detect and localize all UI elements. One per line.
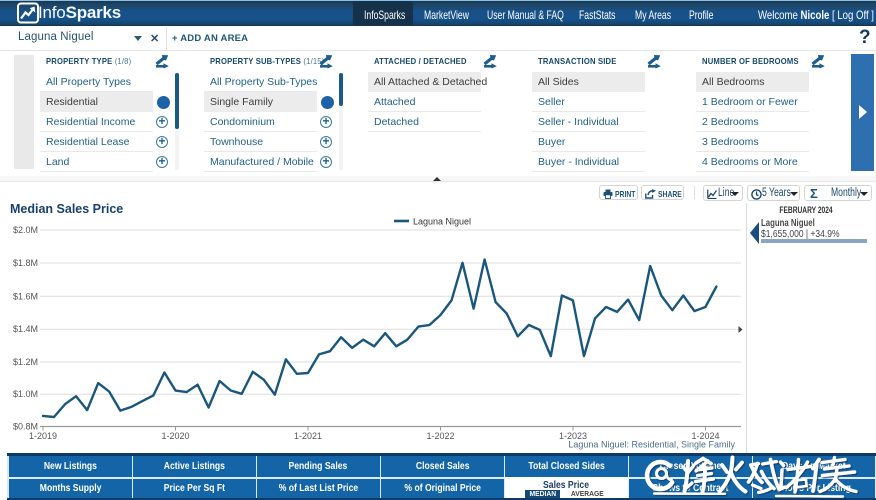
svg-text:Laguna Niguel: Residential, Si: Laguna Niguel: Residential, Single Famil… — [568, 440, 735, 450]
svg-text:$1.4M: $1.4M — [13, 324, 38, 334]
svg-text:$1.8M: $1.8M — [13, 258, 38, 268]
svg-text:$1.0M: $1.0M — [13, 389, 38, 399]
svg-text:$2.0M: $2.0M — [13, 225, 38, 235]
svg-text:$0.8M: $0.8M — [13, 422, 38, 432]
svg-text:1-2022: 1-2022 — [426, 431, 454, 441]
svg-text:1-2024: 1-2024 — [691, 431, 719, 441]
svg-text:1-2021: 1-2021 — [294, 431, 322, 441]
svg-text:1-2023: 1-2023 — [559, 431, 587, 441]
svg-text:$1.2M: $1.2M — [13, 357, 38, 367]
svg-text:1-2020: 1-2020 — [161, 431, 189, 441]
svg-text:$1.6M: $1.6M — [13, 291, 38, 301]
svg-text:1-2019: 1-2019 — [29, 431, 57, 441]
svg-text:Median Sales Price: Median Sales Price — [10, 202, 123, 216]
svg-text:Laguna Niguel: Laguna Niguel — [413, 217, 471, 227]
